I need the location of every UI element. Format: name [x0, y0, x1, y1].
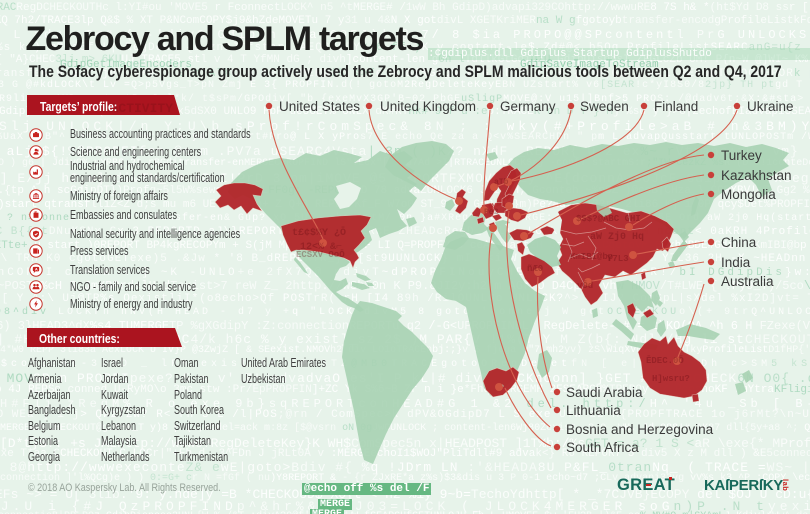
svg-text:A: A: [35, 267, 38, 272]
